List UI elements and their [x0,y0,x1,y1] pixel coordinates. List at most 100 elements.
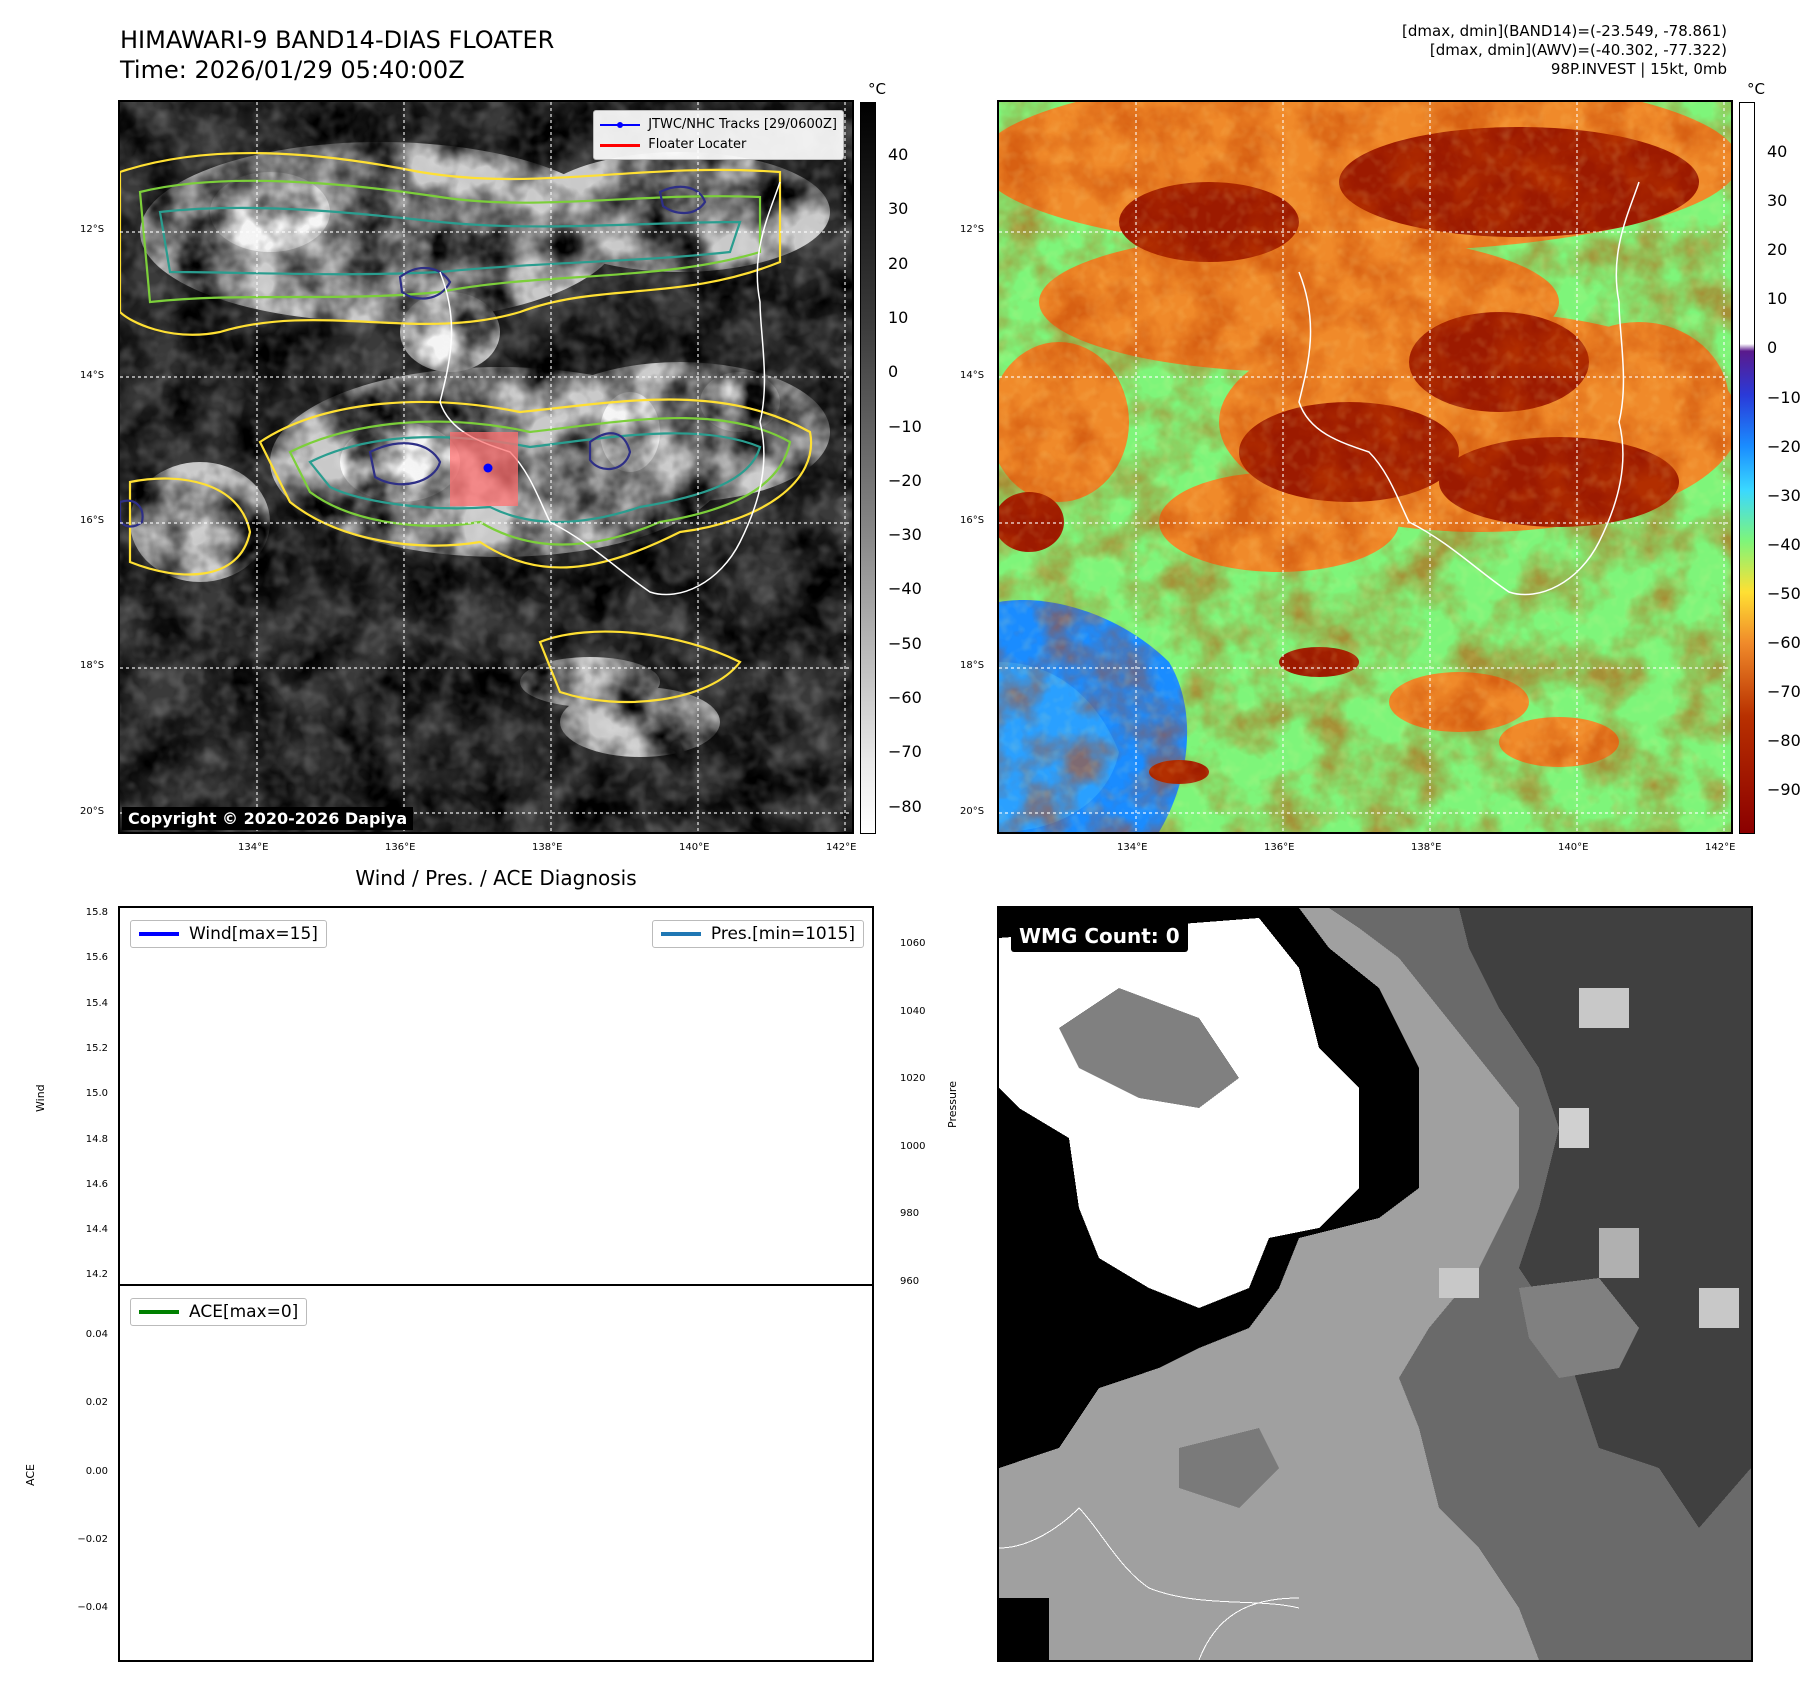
ir-colorbar-tick: −50 [888,633,922,653]
wind-tick: 14.6 [85,1178,108,1190]
ace-legend: ACE[max=0] [130,1298,308,1326]
floater-legend-icon [600,143,641,147]
track-legend-label: JTWC/NHC Tracks [29/0600Z] [648,117,837,132]
awv-colorbar-tick: 0 [1767,338,1778,358]
ace-tick: 0.00 [85,1465,108,1477]
lon-label: 140°E [679,842,710,853]
wind-pressure-plot: Wind[max=15] Pres.[min=1015] [118,906,874,1286]
awv-map-panel [997,100,1733,834]
lon-label: 138°E [1411,842,1442,853]
awv-colorbar-tick: −90 [1767,780,1801,800]
lat-label: 16°S [80,515,105,526]
lon-label: 134°E [238,842,269,853]
awv-colorbar-tick: −80 [1767,731,1801,751]
chart-time: Time: 2026/01/29 05:40:00Z [120,56,465,84]
awv-colorbar-tick: 30 [1767,191,1788,211]
lat-label: 12°S [80,224,105,235]
pressure-legend: Pres.[min=1015] [651,920,864,948]
lon-label: 136°E [1264,842,1295,853]
awv-colorbar-tick: −70 [1767,682,1801,702]
storm-info: 98P.INVEST | 15kt, 0mb [1550,60,1727,78]
pressure-legend-label: Pres.[min=1015] [710,924,855,944]
lon-label: 140°E [1558,842,1589,853]
wind-legend: Wind[max=15] [130,920,327,948]
stats-awv: [dmax, dmin](AWV)=(-40.302, -77.322) [1429,41,1727,59]
wind-legend-label: Wind[max=15] [189,924,318,944]
awv-colorbar-unit: °C [1747,80,1765,98]
ir-legend: JTWC/NHC Tracks [29/0600Z] Floater Locat… [593,110,844,160]
wind-tick: 15.0 [85,1088,108,1100]
wmg-panel: WMG Count: 0 [997,906,1753,1662]
wind-tick: 14.8 [85,1133,108,1145]
pressure-tick: 1040 [900,1005,926,1017]
lon-label: 138°E [532,842,563,853]
ace-plot: ACE[max=0] [118,1284,874,1662]
pressure-tick: 960 [900,1276,920,1287]
ir-colorbar-tick: −40 [888,579,922,599]
awv-colorbar [1739,102,1755,834]
track-point [483,463,493,473]
wmg-imagery [999,908,1751,1660]
ace-legend-label: ACE[max=0] [189,1302,299,1322]
lon-label: 142°E [826,842,857,853]
ir-map-panel: JTWC/NHC Tracks [29/0600Z] Floater Locat… [118,100,854,834]
stats-band14: [dmax, dmin](BAND14)=(-23.549, -78.861) [1402,22,1727,40]
lat-label: 16°S [960,515,985,526]
ir-colorbar-tick: −30 [888,525,922,545]
wind-tick: 14.2 [85,1269,108,1281]
lon-label: 142°E [1705,842,1736,853]
awv-colorbar-tick: −30 [1767,485,1801,505]
ir-colorbar-tick: −10 [888,416,922,436]
ace-tick: −0.02 [77,1533,108,1545]
track-legend-icon [600,122,641,128]
ace-tick: 0.02 [85,1397,108,1409]
awv-colorbar-tick: −50 [1767,583,1801,603]
ir-colorbar-unit: °C [868,80,886,98]
awv-colorbar-tick: −10 [1767,387,1801,407]
pressure-tick: 980 [900,1208,920,1220]
ir-colorbar-tick: 30 [888,199,909,219]
chart-title: HIMAWARI-9 BAND14-DIAS FLOATER [120,26,555,54]
diagnosis-title: Wind / Pres. / ACE Diagnosis [355,866,637,890]
ir-colorbar-tick: 40 [888,145,909,164]
ir-imagery [120,102,852,832]
ir-colorbar-tick: −80 [888,796,922,816]
lat-label: 14°S [80,370,105,381]
ir-colorbar-tick: −20 [888,470,922,490]
pressure-tick: 1000 [900,1140,926,1152]
awv-imagery [999,102,1731,832]
pressure-tick: 1060 [900,938,926,949]
pressure-tick: 1020 [900,1073,926,1085]
ir-colorbar-tick: −60 [888,688,922,707]
ace-tick: 0.04 [85,1329,108,1340]
lat-label: 12°S [960,224,985,235]
pressure-axis-label: Pressure [946,1081,959,1128]
lat-label: 14°S [960,370,985,381]
wmg-count-badge: WMG Count: 0 [1011,920,1188,952]
wind-tick: 15.4 [85,997,108,1009]
awv-colorbar-tick: 20 [1767,240,1788,260]
lat-label: 18°S [80,660,105,671]
lat-label: 20°S [80,806,105,817]
awv-colorbar-tick: −40 [1767,534,1801,554]
awv-colorbar-tick: −20 [1767,436,1801,456]
ir-colorbar-tick: 10 [888,307,909,327]
ir-colorbar [860,102,876,834]
floater-legend-label: Floater Locater [648,137,747,152]
ace-legend-icon [139,1310,179,1314]
wind-tick: 15.6 [85,952,108,964]
wind-axis-label: Wind [34,1084,47,1112]
awv-colorbar-tick: 40 [1767,142,1788,161]
ace-tick: −0.04 [77,1602,108,1614]
wind-tick: 15.8 [85,907,108,918]
lat-label: 20°S [960,806,985,817]
ir-colorbar-tick: 0 [888,362,899,382]
pressure-legend-icon [660,932,701,936]
ir-colorbar-tick: −70 [888,742,922,762]
awv-colorbar-tick: 10 [1767,289,1788,309]
wind-legend-icon [139,932,179,936]
lon-label: 136°E [385,842,416,853]
lon-label: 134°E [1117,842,1148,853]
awv-colorbar-tick: −60 [1767,633,1801,652]
wind-tick: 15.2 [85,1042,108,1054]
